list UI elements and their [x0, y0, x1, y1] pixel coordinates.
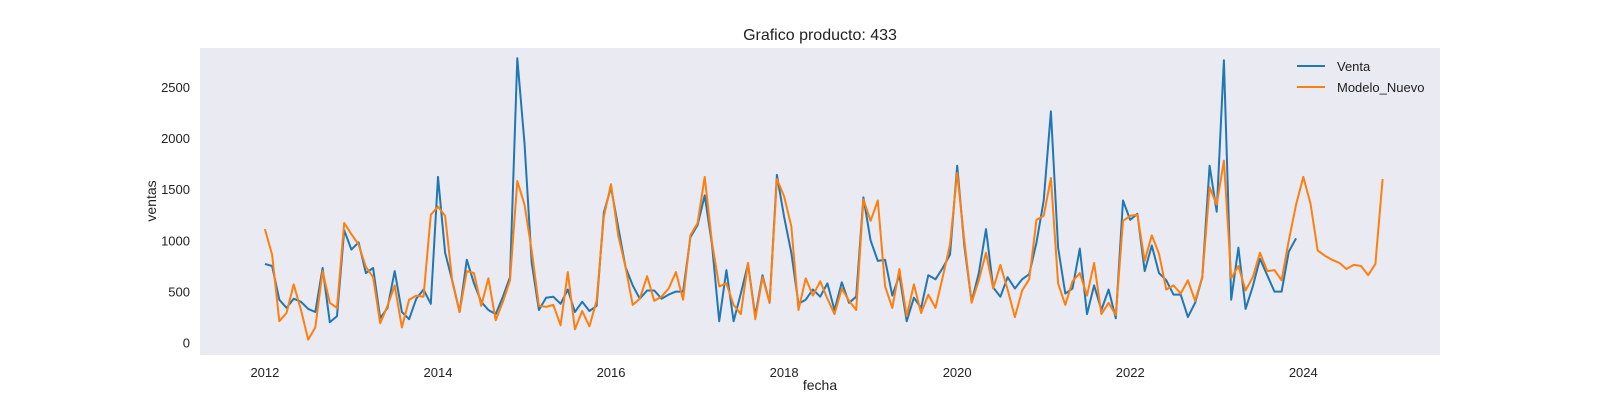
x-tick-label: 2024: [1289, 365, 1318, 380]
x-tick-label: 2018: [770, 365, 799, 380]
y-tick-label: 1500: [161, 182, 190, 197]
x-axis-label: fecha: [803, 377, 837, 393]
y-tick-label: 1000: [161, 233, 190, 248]
legend-label: Venta: [1337, 59, 1371, 74]
y-tick-label: 500: [168, 285, 190, 300]
y-axis-label: ventas: [143, 180, 159, 221]
plot-area: [200, 48, 1440, 355]
chart-title: Grafico producto: 433: [743, 27, 897, 44]
series-line-modelo-nuevo: [263, 159, 1384, 341]
series-lines: [263, 57, 1384, 341]
y-tick-label: 2500: [161, 80, 190, 95]
y-axis-ticks: 0 500 1000 1500 2000 2500: [161, 80, 190, 351]
legend-label: Modelo_Nuevo: [1337, 80, 1424, 95]
legend: Venta Modelo_Nuevo: [1297, 59, 1424, 95]
x-tick-label: 2022: [1116, 365, 1145, 380]
x-tick-label: 2012: [250, 365, 279, 380]
y-tick-label: 0: [183, 336, 190, 351]
x-tick-label: 2014: [424, 365, 453, 380]
x-axis-ticks: 2012 2014 2016 2018 2020 2022 2024: [250, 365, 1317, 380]
x-tick-label: 2016: [597, 365, 626, 380]
series-line-venta: [264, 57, 1297, 324]
x-tick-label: 2020: [943, 365, 972, 380]
y-tick-label: 2000: [161, 131, 190, 146]
